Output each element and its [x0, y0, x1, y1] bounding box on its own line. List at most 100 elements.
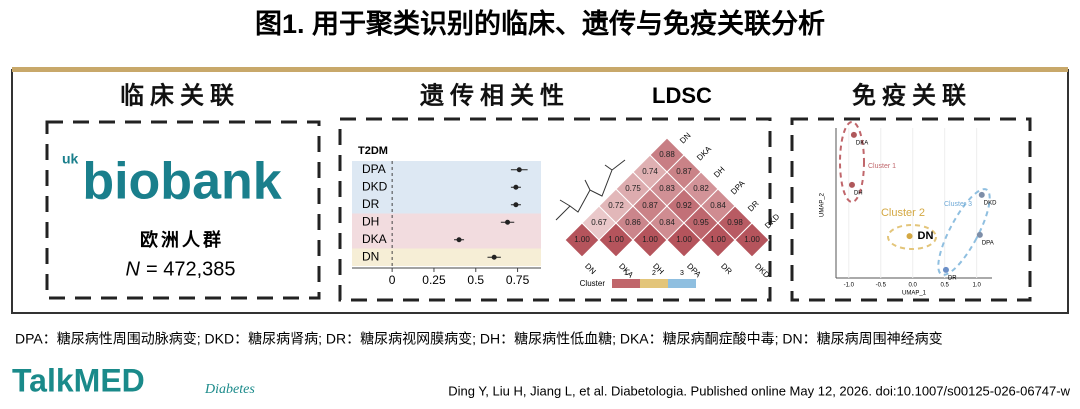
point-label: DR — [948, 275, 957, 281]
row-band — [352, 178, 541, 196]
population: 欧洲人群 — [140, 229, 224, 250]
cluster-outline — [839, 121, 865, 203]
brand-sub: Diabetes — [204, 382, 255, 397]
legend-label: 2 — [652, 270, 656, 277]
x-tick-label: 0.5 — [467, 273, 484, 287]
cell-label: 1.00 — [642, 235, 658, 244]
x-tick-label: -0.5 — [876, 283, 887, 289]
point — [848, 181, 855, 188]
point-label: DKD — [984, 200, 997, 206]
x-tick-label: 0.75 — [506, 273, 530, 287]
legend-swatch — [640, 279, 668, 288]
cell-label: 0.88 — [659, 150, 675, 159]
logo: biobank — [82, 153, 281, 211]
cell-label: 0.83 — [659, 184, 675, 193]
frame-top — [12, 67, 1068, 72]
heat-label: DN — [678, 131, 693, 146]
y-axis-label: UMAP_2 — [820, 192, 826, 217]
cell-label: 1.00 — [574, 235, 590, 244]
x-tick-label: 0.0 — [909, 283, 918, 289]
heat-label: DH — [712, 165, 727, 180]
logo-prefix: uk — [62, 151, 79, 167]
x-tick-label: 0.5 — [941, 283, 950, 289]
x-tick-label: 0 — [389, 273, 396, 287]
heat-label: DKD — [763, 212, 781, 230]
heat-label: DPA — [685, 262, 703, 280]
point — [456, 237, 462, 243]
group-label: T2DM — [358, 145, 388, 157]
panel-box — [45, 120, 321, 300]
x-tick-label: 0.25 — [422, 273, 446, 287]
legend-title: Cluster — [580, 279, 606, 288]
cell-label: 0.74 — [642, 167, 658, 176]
row-band — [352, 161, 541, 179]
cell-label: 0.67 — [591, 218, 607, 227]
cell-label: 0.82 — [693, 184, 709, 193]
point-label: DPA — [982, 240, 994, 246]
dendrogram — [555, 159, 626, 221]
x-tick-label: 1.0 — [972, 283, 981, 289]
cluster-label: Cluster 1 — [868, 163, 896, 170]
cell-label: 0.98 — [727, 218, 743, 227]
category-label: DH — [362, 214, 379, 228]
cell-label: 1.00 — [676, 235, 692, 244]
point — [505, 219, 511, 225]
point-label: DN — [918, 230, 934, 242]
legend-label: 1 — [624, 270, 628, 277]
cluster-label: Cluster 3 — [944, 201, 972, 208]
heat-label: DKA — [695, 144, 713, 162]
cell-label: 0.75 — [625, 184, 641, 193]
heading: 遗传相关性 — [419, 82, 570, 109]
category-label: DN — [362, 249, 379, 263]
point — [513, 184, 519, 190]
point — [976, 231, 983, 238]
citation: Ding Y, Liu H, Jiang L, et al. Diabetolo… — [448, 383, 1070, 398]
point — [513, 202, 519, 208]
row-band — [352, 248, 541, 266]
point — [491, 254, 497, 260]
category-label: DR — [362, 197, 380, 211]
heading: 临床关联 — [120, 81, 240, 109]
cell-label: 1.00 — [608, 235, 624, 244]
method: LDSC — [652, 83, 712, 108]
n-symbol: N — [126, 258, 141, 280]
heat-cell — [734, 222, 770, 258]
cell-label: 1.00 — [710, 235, 726, 244]
cell-label: 0.84 — [659, 218, 675, 227]
x-axis-label: UMAP_1 — [902, 291, 927, 297]
point — [978, 191, 985, 198]
heat-label: DN — [583, 262, 598, 277]
point — [516, 167, 522, 173]
cell-label: 0.92 — [676, 201, 692, 210]
heat-label: DR — [719, 262, 734, 277]
cell-label: 0.87 — [676, 167, 692, 176]
footnote: DPA：糖尿病性周围动脉病变; DKD：糖尿病肾病; DR：糖尿病视网膜病变; … — [15, 331, 943, 347]
cell-label: 0.87 — [642, 201, 658, 210]
brand: TalkMED — [12, 362, 145, 398]
cell-label: 0.84 — [710, 201, 726, 210]
n-value: = 472,385 — [146, 258, 236, 280]
cluster-label: Cluster 2 — [881, 207, 925, 219]
point — [850, 131, 857, 138]
category-label: DKA — [362, 232, 387, 246]
panel-box — [790, 117, 1032, 302]
point-label: DKA — [856, 140, 868, 146]
row-band — [352, 231, 541, 249]
heat-label: DPA — [729, 178, 747, 196]
x-tick-label: -1.0 — [844, 283, 855, 289]
cluster-outline — [937, 188, 991, 276]
category-label: DKD — [362, 179, 388, 193]
cell-label: 1.00 — [744, 235, 760, 244]
heat-label: DR — [746, 199, 761, 214]
cell-label: 0.72 — [608, 201, 624, 210]
point-label: DH — [854, 190, 863, 196]
cell-label: 0.86 — [625, 218, 641, 227]
category-label: DPA — [362, 162, 386, 176]
row-band — [352, 213, 541, 231]
row-band — [352, 196, 541, 214]
legend-label: 3 — [680, 270, 684, 277]
point — [942, 266, 949, 273]
panel-box — [338, 117, 772, 302]
legend-swatch — [668, 279, 696, 288]
